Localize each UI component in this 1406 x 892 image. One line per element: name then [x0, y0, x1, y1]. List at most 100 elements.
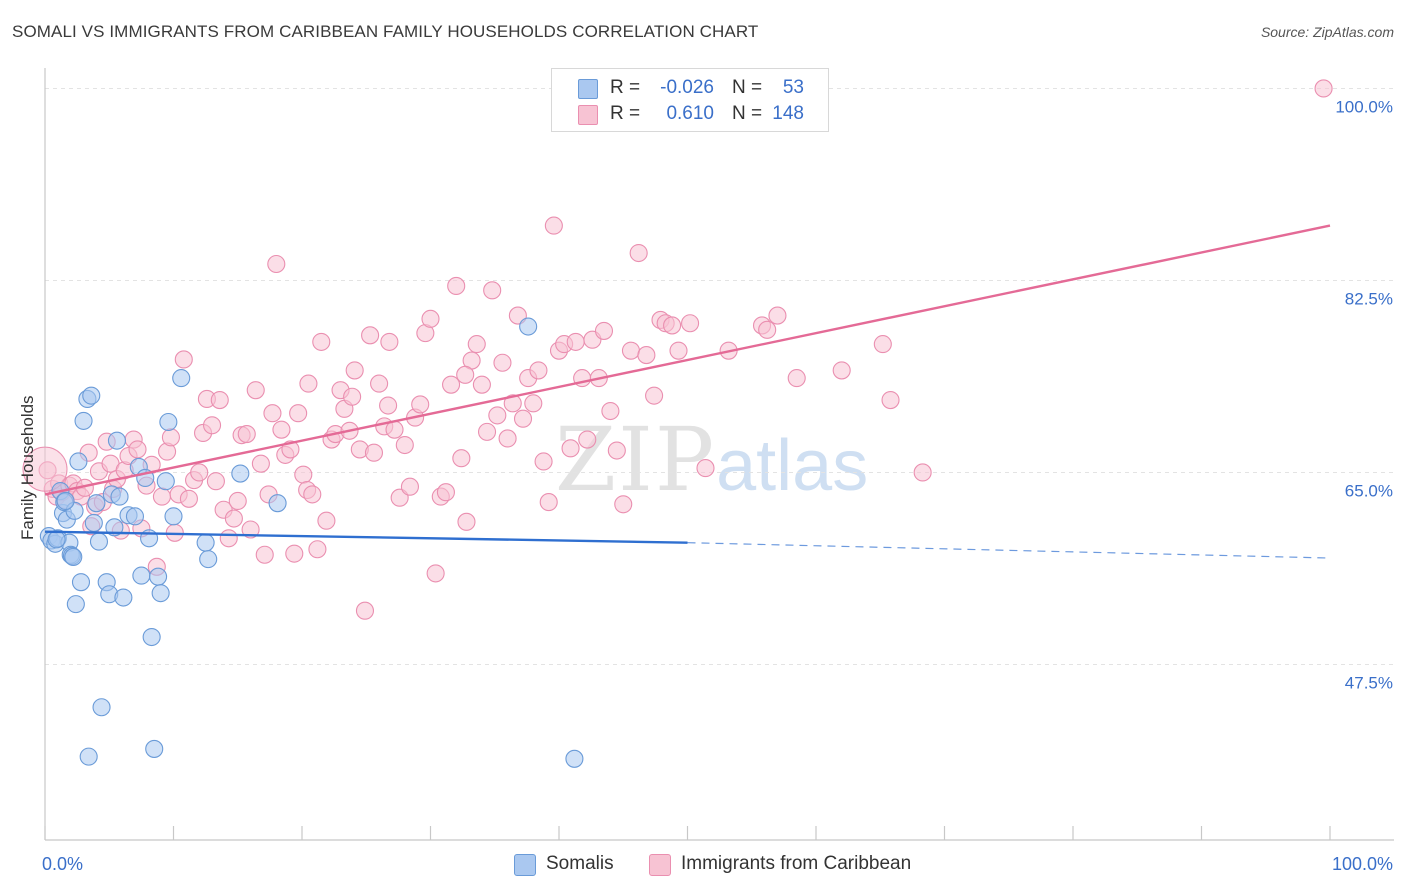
caribbean-point	[255, 545, 274, 564]
legend-swatch-pink	[649, 854, 671, 876]
caribbean-point	[241, 520, 260, 539]
somali-point	[268, 494, 287, 513]
caribbean-point	[913, 463, 932, 482]
caribbean-point	[1314, 79, 1333, 98]
caribbean-point	[317, 511, 336, 530]
caribbean-trend-line	[44, 224, 1331, 496]
caribbean-point	[426, 564, 445, 583]
caribbean-point	[669, 341, 688, 360]
caribbean-point	[203, 416, 222, 435]
caribbean-point	[343, 387, 362, 406]
somali-point	[196, 533, 215, 552]
x-tick-label: 0.0%	[42, 854, 83, 874]
somali-point	[231, 464, 250, 483]
caribbean-point	[361, 326, 380, 345]
somali-point	[87, 494, 106, 513]
caribbean-point	[832, 361, 851, 380]
y-tick-label: 47.5%	[1345, 673, 1393, 692]
caribbean-point	[179, 489, 198, 508]
legend-r-label: R =	[610, 77, 641, 98]
caribbean-point	[237, 425, 256, 444]
somali-point	[105, 518, 124, 537]
caribbean-point	[379, 396, 398, 415]
caribbean-point	[308, 540, 327, 559]
source-note: Source: ZipAtlas.com	[1260, 24, 1394, 40]
caribbean-point	[529, 361, 548, 380]
caribbean-point	[498, 429, 517, 448]
caribbean-point	[758, 320, 777, 339]
somali-point	[69, 452, 88, 471]
legend-r-label: R =	[610, 103, 641, 124]
caribbean-point	[224, 509, 243, 528]
somali-point	[92, 698, 111, 717]
caribbean-point	[272, 420, 291, 439]
somali-point	[145, 739, 164, 758]
somali-point	[565, 749, 584, 768]
caribbean-point	[355, 601, 375, 620]
watermark-atlas: atlas	[716, 426, 869, 506]
caribbean-point	[206, 472, 225, 491]
somali-point	[125, 507, 144, 526]
tick-labels: 47.5% 65.0% 82.5% 100.0% 0.0% 100.0%	[42, 97, 1393, 874]
series-legend: Somalis Immigrants from Caribbean	[0, 852, 1406, 878]
caribbean-point	[345, 361, 364, 380]
somali-point	[79, 747, 98, 766]
caribbean-point	[614, 495, 633, 514]
somali-point	[47, 530, 66, 549]
legend-label-caribbean: Immigrants from Caribbean	[681, 853, 912, 874]
caribbean-point	[621, 341, 641, 360]
caribbean-point	[210, 390, 229, 410]
somali-point	[142, 627, 161, 647]
somali-point	[151, 584, 170, 603]
grid-lines	[45, 87, 1394, 665]
legend-r-value: 0.610	[666, 103, 714, 124]
somali-point	[159, 412, 178, 432]
caribbean-point	[513, 409, 533, 428]
trend-lines	[44, 224, 1331, 559]
somali-point	[56, 491, 75, 511]
correlation-legend: R = -0.026 N = 53 R = 0.610 N = 148	[551, 68, 829, 132]
legend-swatch-blue	[514, 854, 536, 876]
caribbean-point	[493, 353, 512, 372]
caribbean-point	[873, 335, 892, 354]
caribbean-point	[467, 335, 486, 354]
somali-point	[172, 369, 191, 388]
caribbean-point	[696, 459, 715, 478]
caribbean-point	[251, 454, 270, 473]
caribbean-point	[421, 309, 440, 328]
legend-n-label: N =	[732, 77, 763, 98]
caribbean-point	[285, 544, 304, 563]
caribbean-point	[312, 332, 331, 351]
caribbean-point	[472, 375, 491, 394]
somali-point	[114, 588, 133, 607]
caribbean-point	[524, 394, 543, 413]
caribbean-point	[578, 430, 597, 449]
legend-row-caribbean: R = 0.610 N = 148	[552, 101, 828, 127]
caribbean-point	[370, 374, 389, 393]
caribbean-point	[534, 452, 553, 471]
x-tick-label: 100.0%	[1332, 854, 1393, 874]
caribbean-point	[629, 243, 648, 263]
caribbean-point	[219, 529, 238, 548]
legend-r-value: -0.026	[660, 77, 714, 98]
caribbean-point	[881, 390, 900, 410]
legend-n-value: 53	[782, 77, 804, 98]
caribbean-point	[228, 491, 247, 511]
caribbean-point	[787, 369, 806, 388]
caribbean-point	[645, 386, 664, 405]
caribbean-point	[411, 395, 430, 414]
caribbean-point	[456, 365, 475, 384]
y-tick-label: 65.0%	[1345, 481, 1393, 500]
y-tick-label: 100.0%	[1335, 97, 1393, 116]
axes	[44, 68, 1394, 841]
somali-point	[110, 487, 129, 506]
caribbean-point	[452, 449, 471, 468]
legend-n-label: N =	[732, 103, 763, 124]
caribbean-point	[503, 394, 522, 413]
caribbean-point	[161, 428, 180, 447]
caribbean-point	[488, 406, 507, 425]
somali-trend-extension	[687, 542, 1331, 559]
caribbean-point	[263, 404, 282, 423]
somali-point	[519, 317, 538, 336]
